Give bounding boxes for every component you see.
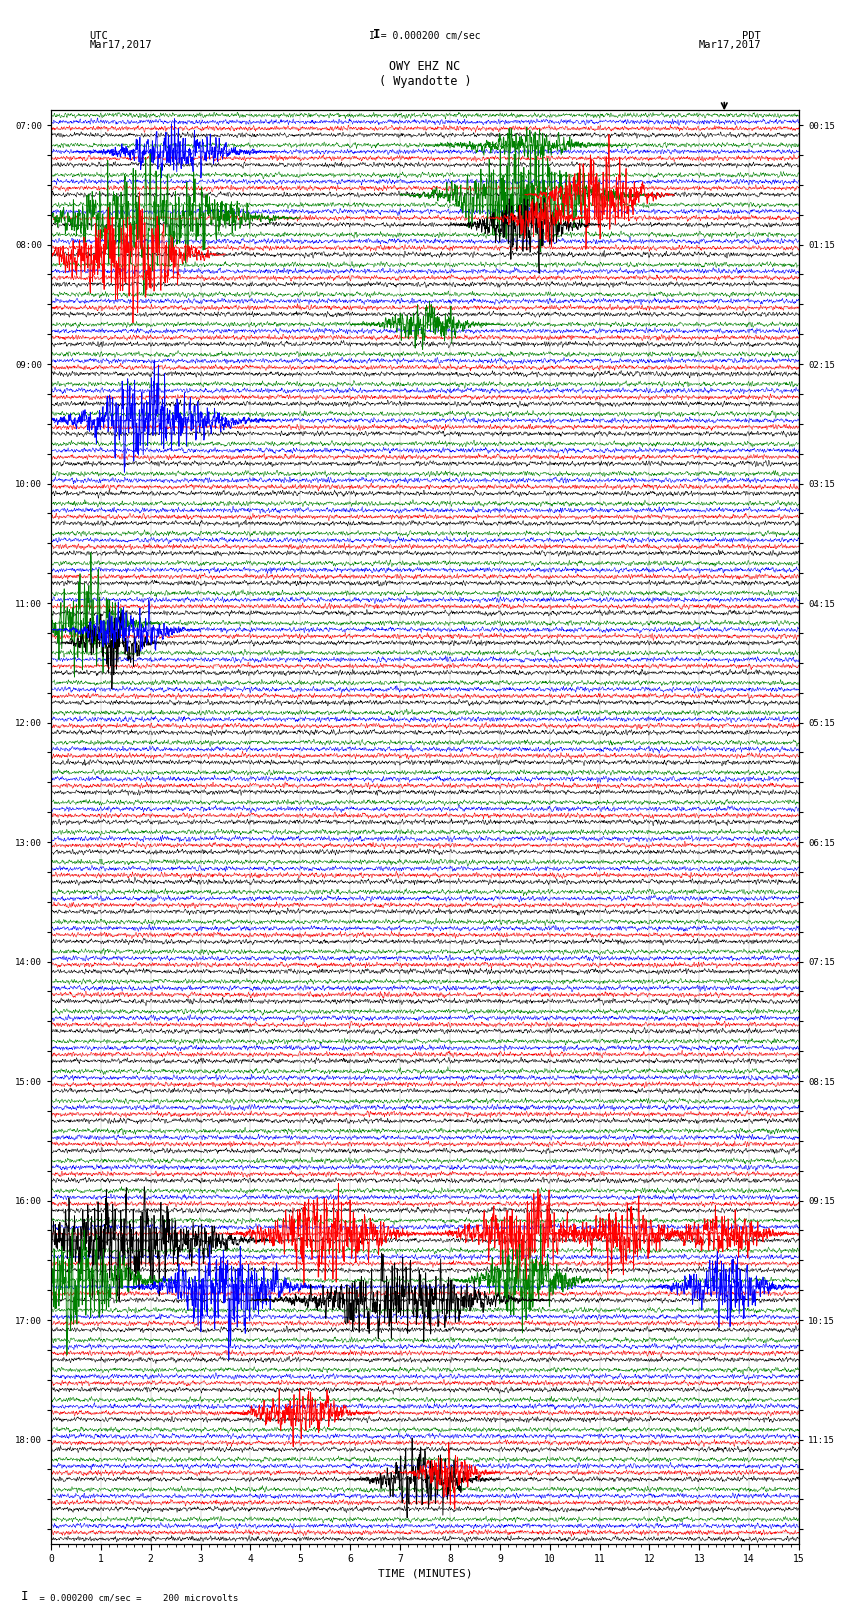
Text: I: I	[21, 1589, 29, 1603]
Text: UTC: UTC	[89, 31, 108, 40]
Text: = 0.000200 cm/sec =    200 microvolts: = 0.000200 cm/sec = 200 microvolts	[34, 1594, 238, 1603]
X-axis label: TIME (MINUTES): TIME (MINUTES)	[377, 1569, 473, 1579]
Text: PDT: PDT	[742, 31, 761, 40]
Text: I: I	[373, 27, 380, 40]
Text: Mar17,2017: Mar17,2017	[698, 40, 761, 50]
Text: I = 0.000200 cm/sec: I = 0.000200 cm/sec	[369, 31, 481, 40]
Text: Mar17,2017: Mar17,2017	[89, 40, 152, 50]
Title: OWY EHZ NC
( Wyandotte ): OWY EHZ NC ( Wyandotte )	[379, 60, 471, 89]
